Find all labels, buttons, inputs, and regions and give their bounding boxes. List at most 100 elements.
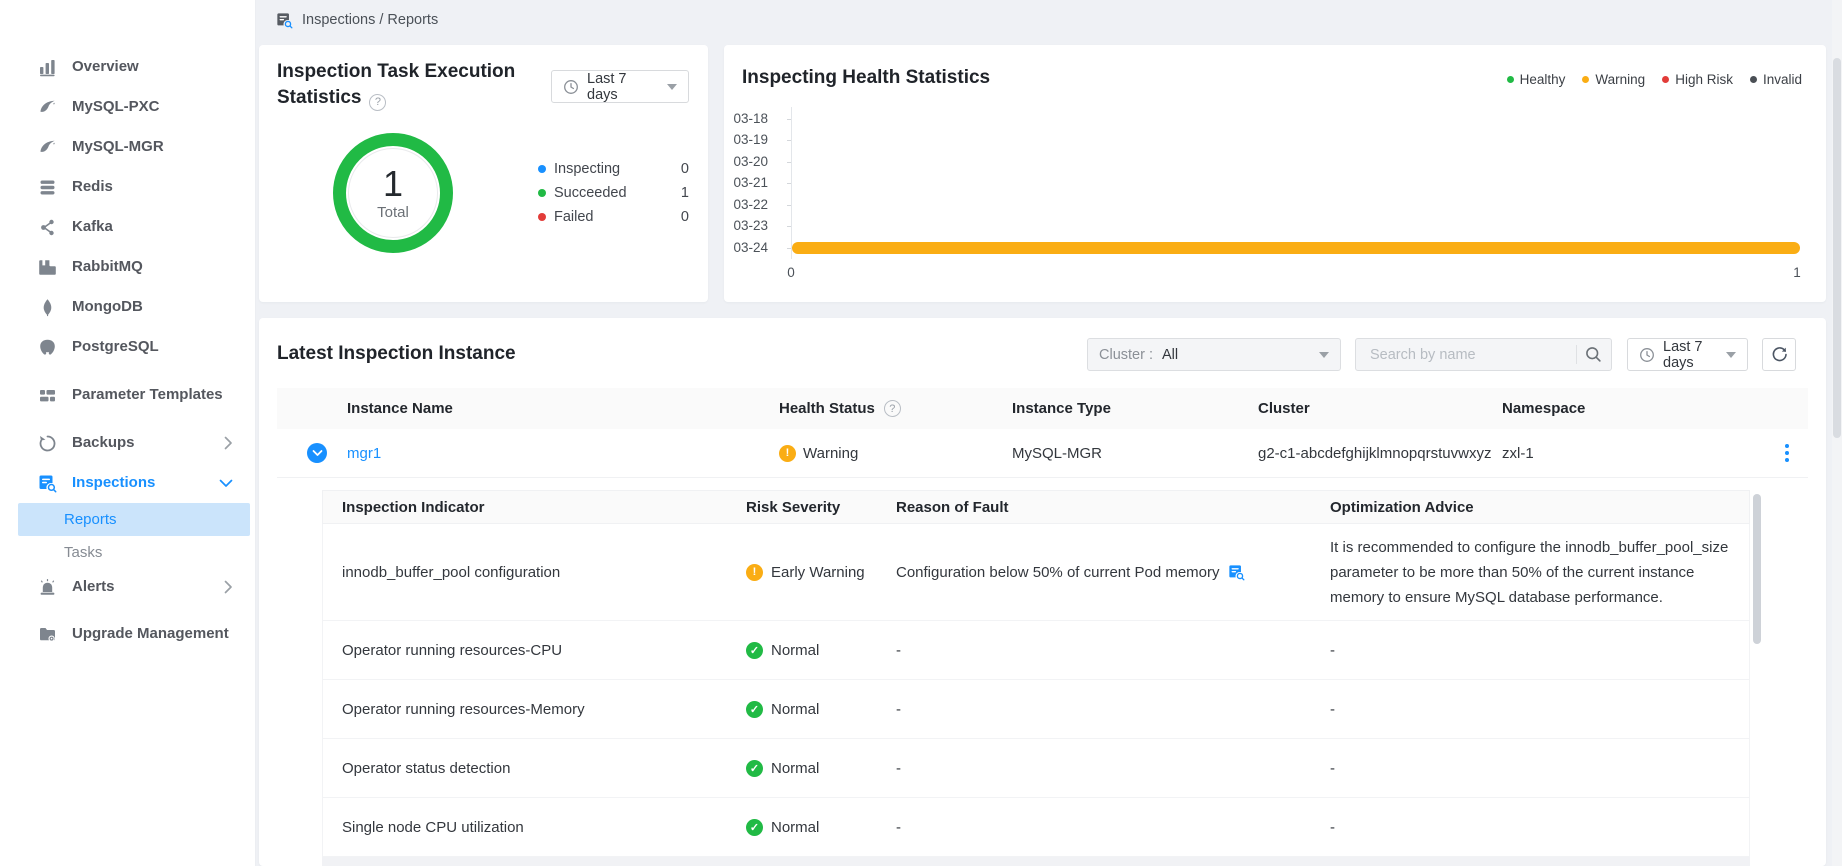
sidebar-item-postgresql[interactable]: PostgreSQL xyxy=(0,327,255,367)
instance-name-link[interactable]: mgr1 xyxy=(347,445,779,462)
health-legend: Healthy Warning High Risk Invalid xyxy=(1507,72,1802,87)
page-scrollbar[interactable] xyxy=(1832,0,1842,866)
warning-bar-03-24[interactable] xyxy=(792,242,1800,254)
sidebar-item-upgrade-management[interactable]: Upgrade Management xyxy=(0,606,255,662)
detail-bottom-strip xyxy=(322,857,1750,866)
indicator-cell: innodb_buffer_pool configuration xyxy=(323,564,727,581)
cluster-filter-select[interactable]: Cluster : All xyxy=(1087,338,1341,371)
instances-range-value: Last 7 days xyxy=(1663,339,1718,371)
rabbit-icon xyxy=(37,257,57,277)
detail-row-operator-cpu: Operator running resources-CPU ✓ Normal … xyxy=(322,621,1750,680)
y-axis-label: 03-23 xyxy=(724,218,768,234)
sidebar-item-inspections[interactable]: Inspections xyxy=(0,463,255,503)
task-total-label: Total xyxy=(377,204,409,221)
clock-icon xyxy=(563,79,579,95)
y-axis-line xyxy=(791,107,792,259)
caret-down-icon xyxy=(1726,352,1736,358)
cluster-cell: g2-c1-abcdefghijklmnopqrstuvwxyz xyxy=(1258,445,1502,462)
sidebar-item-redis[interactable]: Redis xyxy=(0,167,255,207)
sidebar-item-mongodb[interactable]: MongoDB xyxy=(0,287,255,327)
sidebar-item-label: Backups xyxy=(72,434,224,453)
task-legend: Inspecting 0 Succeeded 1 Failed 0 xyxy=(538,157,689,229)
sidebar-item-kafka[interactable]: Kafka xyxy=(0,207,255,247)
search-icon[interactable] xyxy=(1585,346,1602,363)
help-icon[interactable]: ? xyxy=(884,400,901,417)
health-statistics-card: Inspecting Health Statistics Healthy War… xyxy=(724,45,1826,302)
reason-cell: - xyxy=(877,819,1311,836)
sidebar-item-label: Overview xyxy=(72,58,233,77)
chevron-down-icon xyxy=(219,479,233,488)
folder-gear-icon xyxy=(37,624,57,644)
sidebar-item-reports[interactable]: Reports xyxy=(18,503,250,536)
sidebar-item-alerts[interactable]: Alerts xyxy=(0,568,255,606)
legend-dot-inspecting xyxy=(538,165,546,173)
sidebar-item-label: Upgrade Management xyxy=(72,625,233,644)
legend-item-inspecting: Inspecting 0 xyxy=(538,157,689,181)
health-card-title: Inspecting Health Statistics xyxy=(742,65,990,91)
collapse-row-button[interactable] xyxy=(307,443,327,463)
sidebar-item-mysql-pxc[interactable]: MySQL-PXC xyxy=(0,87,255,127)
sidebar-item-label: PostgreSQL xyxy=(72,338,233,357)
refresh-icon xyxy=(1771,346,1788,363)
reason-cell: - xyxy=(877,642,1311,659)
reason-cell: - xyxy=(877,701,1311,718)
refresh-button[interactable] xyxy=(1762,338,1796,371)
legend-dot-warning xyxy=(1582,76,1589,83)
caret-down-icon xyxy=(1319,352,1329,358)
instance-type-cell: MySQL-MGR xyxy=(1012,445,1258,462)
legend-item-healthy: Healthy xyxy=(1507,72,1566,87)
sidebar-item-label: MongoDB xyxy=(72,298,233,317)
caret-down-icon xyxy=(667,84,677,90)
stack-icon xyxy=(37,177,57,197)
indicator-cell: Single node CPU utilization xyxy=(323,819,727,836)
col-optimization-advice: Optimization Advice xyxy=(1311,499,1749,516)
col-health-status: Health Status? xyxy=(779,400,1012,417)
sidebar-item-overview[interactable]: Overview xyxy=(0,47,255,87)
sidebar-item-tasks[interactable]: Tasks xyxy=(0,536,255,568)
task-total-value: 1 xyxy=(383,165,403,203)
instances-range-select[interactable]: Last 7 days xyxy=(1627,338,1748,371)
namespace-cell: zxl-1 xyxy=(1502,445,1752,462)
backup-icon xyxy=(37,433,57,453)
legend-dot-invalid xyxy=(1750,76,1757,83)
sidebar-item-mysql-mgr[interactable]: MySQL-MGR xyxy=(0,127,255,167)
col-inspection-indicator: Inspection Indicator xyxy=(323,499,727,516)
detail-row-single-node-cpu: Single node CPU utilization ✓ Normal - - xyxy=(322,798,1750,857)
col-instance-type: Instance Type xyxy=(1012,400,1258,417)
help-icon[interactable]: ? xyxy=(369,94,386,111)
view-report-icon[interactable] xyxy=(1228,564,1245,581)
severity-cell: ! Early Warning xyxy=(727,564,877,581)
chevron-right-icon xyxy=(224,436,233,450)
search-box xyxy=(1355,338,1612,371)
bar-chart-icon xyxy=(37,57,57,77)
breadcrumb-text: Inspections / Reports xyxy=(302,12,438,28)
page-scrollbar-thumb[interactable] xyxy=(1833,58,1841,438)
sidebar-item-label: RabbitMQ xyxy=(72,258,233,277)
app-window: Overview MySQL-PXC MySQL-MGR Redis Kafka xyxy=(0,0,1842,866)
sidebar-item-rabbitmq[interactable]: RabbitMQ xyxy=(0,247,255,287)
task-range-select[interactable]: Last 7 days xyxy=(551,70,689,103)
sidebar-item-label: Kafka xyxy=(72,218,233,237)
early-warning-badge-icon: ! xyxy=(746,564,763,581)
task-donut-chart: 1 Total xyxy=(333,133,453,253)
search-input[interactable] xyxy=(1368,346,1572,364)
table-row-mgr1: mgr1 ! Warning MySQL-MGR g2-c1-abcdefghi… xyxy=(277,429,1808,478)
legend-dot-failed xyxy=(538,213,546,221)
inspection-icon xyxy=(37,473,57,493)
sliders-icon xyxy=(37,385,57,405)
inspection-report-icon xyxy=(276,12,293,29)
cluster-filter-label: Cluster : xyxy=(1099,347,1153,363)
sidebar-item-label: Alerts xyxy=(72,578,224,597)
severity-cell: ✓ Normal xyxy=(727,760,877,777)
elephant-icon xyxy=(37,337,57,357)
sidebar-item-backups[interactable]: Backups xyxy=(0,423,255,463)
col-reason-of-fault: Reason of Fault xyxy=(877,499,1311,516)
col-namespace: Namespace xyxy=(1502,400,1752,417)
row-actions-menu[interactable] xyxy=(1766,444,1808,462)
detail-scrollbar-thumb[interactable] xyxy=(1753,494,1761,644)
legend-item-invalid: Invalid xyxy=(1750,72,1802,87)
advice-cell: - xyxy=(1311,819,1749,836)
kafka-icon xyxy=(37,217,57,237)
sidebar-item-parameter-templates[interactable]: Parameter Templates xyxy=(0,367,255,423)
instances-table-header: Instance Name Health Status? Instance Ty… xyxy=(277,388,1808,429)
